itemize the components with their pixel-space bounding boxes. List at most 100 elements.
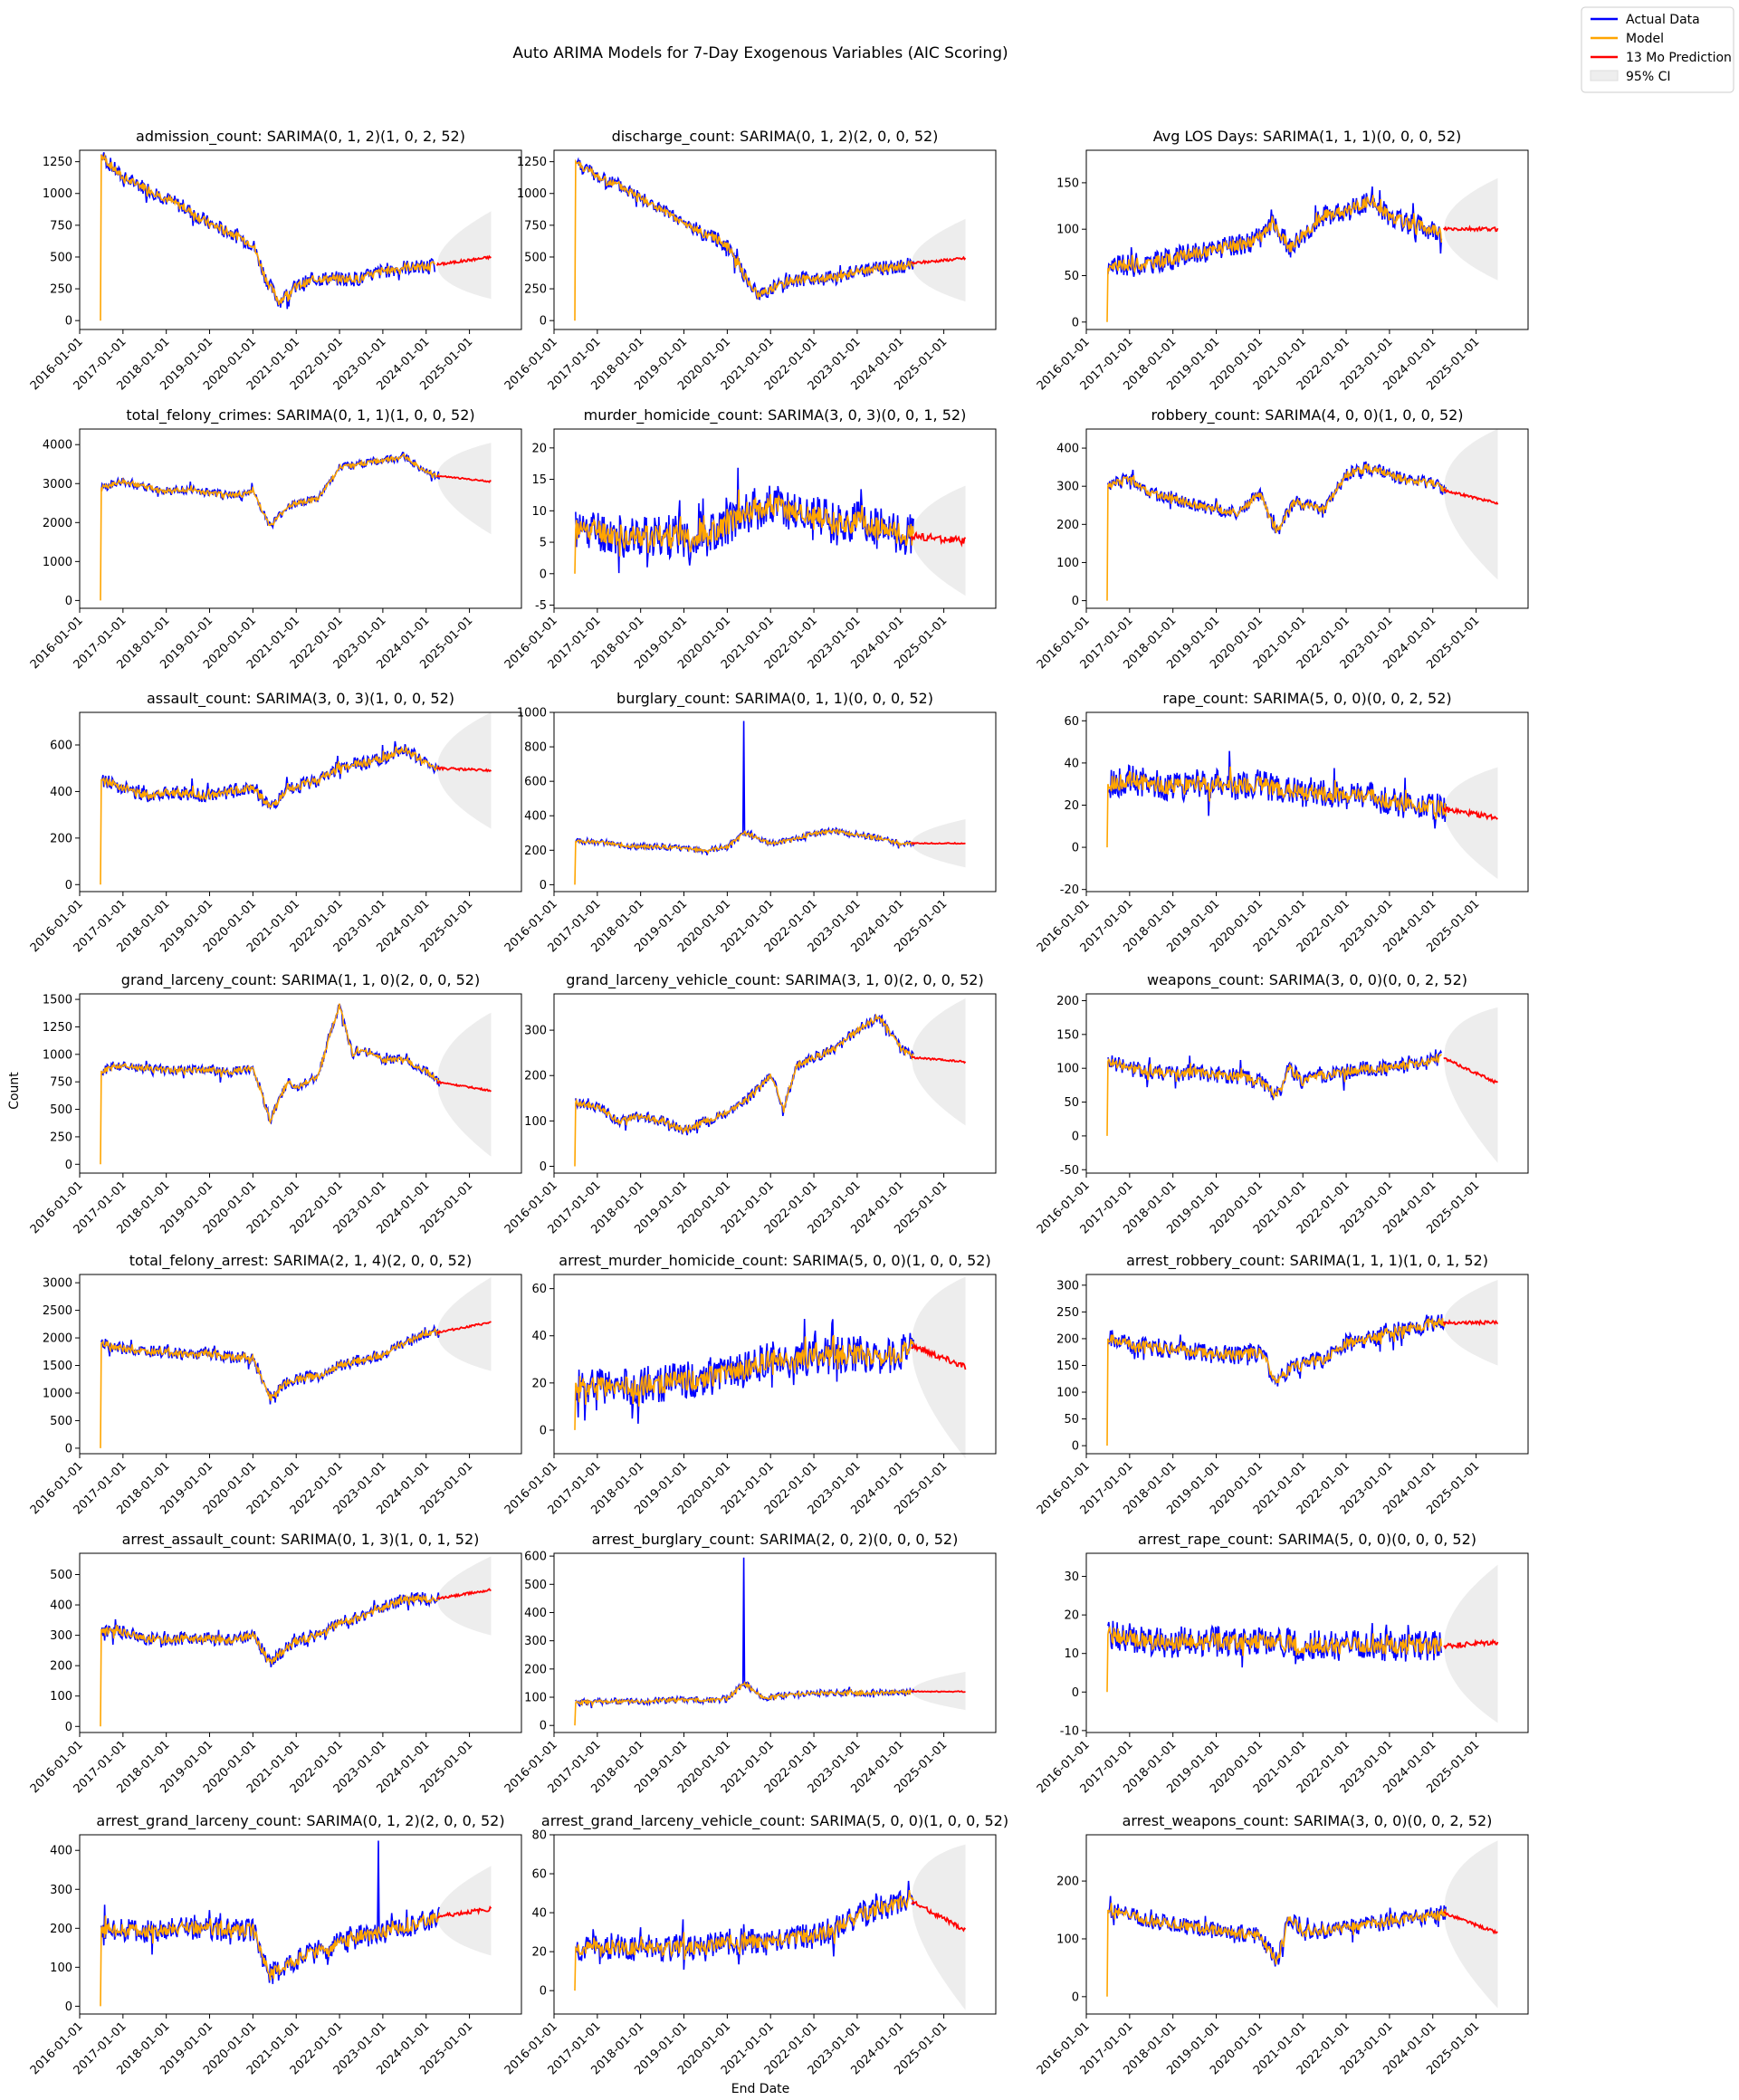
y-tick-label: 0 (540, 568, 547, 581)
y-tick-label: 0 (1072, 842, 1079, 855)
ci-band (1443, 429, 1498, 580)
model-series (574, 1334, 914, 1430)
y-tick-label: -10 (1060, 1724, 1079, 1738)
y-tick-label: 15 (531, 473, 547, 487)
y-tick-label: 1000 (517, 187, 547, 201)
prediction-series (1443, 488, 1499, 505)
y-tick-label: 200 (1056, 1876, 1079, 1889)
subplot-11: grand_larceny_vehicle_count: SARIMA(3, 1… (502, 971, 997, 1236)
y-tick-label: 20 (531, 1946, 547, 1960)
y-tick-label: 200 (50, 1660, 72, 1674)
axes-frame (79, 149, 522, 330)
prediction-series (436, 474, 492, 483)
axes-frame (1085, 711, 1529, 892)
y-tick-label: 200 (1056, 995, 1079, 1008)
actual-series (1107, 1049, 1443, 1101)
y-tick-label: 0 (65, 879, 72, 892)
axes-frame (79, 1274, 522, 1455)
subplot-5: murder_homicide_count: SARIMA(3, 0, 3)(0… (502, 406, 997, 672)
actual-series (575, 1557, 914, 1709)
prediction-series (1443, 1057, 1498, 1084)
subplot-title: rape_count: SARIMA(5, 0, 0)(0, 0, 2, 52) (1162, 690, 1451, 708)
y-tick-label: 0 (65, 315, 72, 329)
prediction-series (911, 1690, 966, 1694)
prediction-series (1442, 806, 1498, 821)
ci-band (911, 998, 966, 1126)
y-tick-label: -50 (1060, 1164, 1079, 1178)
subplot-9: rape_count: SARIMA(5, 0, 0)(0, 0, 2, 52)… (1035, 690, 1529, 955)
y-tick-label: 750 (524, 219, 547, 233)
y-tick-label: 400 (50, 786, 72, 799)
model-series (574, 1681, 914, 1726)
y-tick-label: 1000 (43, 1048, 72, 1062)
y-tick-label: 2500 (43, 1304, 72, 1318)
y-tick-label: 60 (531, 1868, 547, 1882)
y-tick-label: 0 (1072, 1440, 1079, 1454)
y-tick-label: -20 (1060, 883, 1079, 897)
y-tick-label: 3000 (43, 478, 72, 492)
model-series (574, 1889, 914, 1991)
y-tick-label: 20 (531, 1377, 547, 1390)
axes-frame (553, 1834, 997, 2015)
y-tick-label: 0 (65, 595, 72, 608)
subplot-20: arrest_grand_larceny_vehicle_count: SARI… (502, 1812, 1008, 2077)
actual-series (100, 1592, 440, 1668)
axes-frame (1085, 1552, 1529, 1733)
y-tick-label: 100 (50, 1962, 72, 1975)
subplot-16: arrest_assault_count: SARIMA(0, 1, 3)(1,… (28, 1531, 522, 1796)
model-series (1106, 1054, 1442, 1136)
y-tick-label: 40 (1064, 757, 1079, 770)
prediction-series (436, 1905, 492, 1919)
y-tick-label: 0 (65, 1442, 72, 1456)
ci-band (436, 443, 492, 535)
y-tick-label: 4000 (43, 439, 72, 453)
y-tick-label: 300 (524, 1025, 547, 1038)
prediction-series (911, 1342, 967, 1370)
ci-band (911, 1672, 966, 1711)
y-tick-label: 20 (1064, 799, 1079, 813)
model-series (100, 1592, 440, 1727)
actual-series (100, 1003, 440, 1125)
y-tick-label: 0 (540, 879, 547, 892)
y-tick-label: 500 (524, 1579, 547, 1592)
y-tick-label: 500 (524, 251, 547, 264)
y-tick-label: 100 (1056, 1063, 1079, 1076)
model-series (100, 152, 436, 321)
model-series (574, 489, 914, 574)
y-tick-label: 800 (524, 741, 547, 755)
subplot-title: grand_larceny_vehicle_count: SARIMA(3, 1… (566, 971, 983, 989)
subplot-grid: admission_count: SARIMA(0, 1, 2)(1, 0, 2… (28, 128, 1529, 2077)
y-tick-label: 1250 (517, 156, 547, 169)
y-tick-label: 100 (1056, 557, 1079, 570)
y-tick-label: 80 (531, 1829, 547, 1843)
subplot-13: total_felony_arrest: SARIMA(2, 1, 4)(2, … (28, 1252, 522, 1517)
figure-title: Auto ARIMA Models for 7-Day Exogenous Va… (512, 44, 1008, 62)
y-tick-label: 0 (1072, 1990, 1079, 2004)
subplot-title: total_felony_arrest: SARIMA(2, 1, 4)(2, … (129, 1252, 472, 1270)
y-tick-label: 150 (1056, 1028, 1079, 1042)
y-tick-label: 5 (540, 537, 547, 550)
prediction-series (911, 841, 966, 845)
y-tick-label: 300 (1056, 481, 1079, 494)
prediction-series (1443, 1638, 1499, 1650)
y-tick-label: 200 (524, 1663, 547, 1676)
y-tick-label: 1500 (43, 1360, 72, 1373)
y-tick-label: 0 (540, 1160, 547, 1174)
y-tick-label: 0 (1072, 1686, 1079, 1700)
y-tick-label: 2000 (43, 1332, 72, 1346)
y-tick-label: 1000 (43, 1387, 72, 1400)
ci-band (436, 1866, 492, 1956)
y-tick-label: 750 (50, 219, 72, 233)
ci-band (436, 1012, 492, 1157)
subplot-3: Avg LOS Days: SARIMA(1, 1, 1)(0, 0, 0, 5… (1035, 128, 1529, 393)
axes-frame (79, 428, 522, 609)
legend-label-actual: Actual Data (1626, 13, 1700, 27)
ci-band (911, 218, 966, 302)
subplot-title: admission_count: SARIMA(0, 1, 2)(1, 0, 2… (136, 128, 465, 146)
actual-series (1107, 1895, 1447, 1967)
y-tick-label: 100 (524, 1692, 547, 1705)
subplot-title: arrest_rape_count: SARIMA(5, 0, 0)(0, 0,… (1138, 1531, 1476, 1549)
y-tick-label: 100 (1056, 1933, 1079, 1946)
y-tick-label: 1000 (43, 187, 72, 201)
prediction-series (1442, 224, 1499, 233)
